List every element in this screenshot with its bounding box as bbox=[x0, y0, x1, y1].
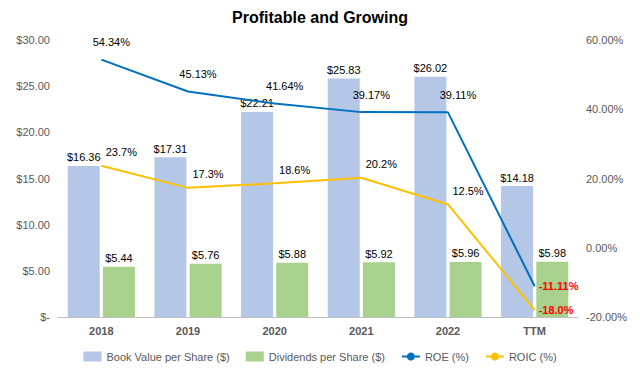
svg-text:$17.31: $17.31 bbox=[154, 143, 188, 155]
svg-text:$25.00: $25.00 bbox=[16, 80, 50, 92]
svg-text:40.00%: 40.00% bbox=[586, 103, 624, 115]
svg-text:23.7%: 23.7% bbox=[106, 146, 137, 158]
svg-text:$5.98: $5.98 bbox=[539, 247, 567, 259]
svg-text:-18.0%: -18.0% bbox=[539, 304, 574, 316]
svg-text:2018: 2018 bbox=[89, 325, 113, 337]
svg-text:TTM: TTM bbox=[523, 325, 546, 337]
svg-text:$5.00: $5.00 bbox=[22, 265, 50, 277]
svg-text:Profitable and Growing: Profitable and Growing bbox=[232, 9, 408, 26]
svg-text:ROE (%): ROE (%) bbox=[425, 351, 469, 363]
svg-text:20.2%: 20.2% bbox=[366, 158, 397, 170]
svg-text:$5.44: $5.44 bbox=[105, 252, 133, 264]
svg-text:Dividends per Share ($): Dividends per Share ($) bbox=[269, 351, 385, 363]
svg-text:$-: $- bbox=[40, 311, 50, 323]
svg-text:0.00%: 0.00% bbox=[586, 242, 617, 254]
svg-text:$25.83: $25.83 bbox=[327, 64, 361, 76]
svg-text:$26.02: $26.02 bbox=[414, 62, 448, 74]
svg-text:45.13%: 45.13% bbox=[179, 68, 217, 80]
svg-text:41.64%: 41.64% bbox=[266, 80, 304, 92]
svg-text:2021: 2021 bbox=[349, 325, 373, 337]
svg-text:39.11%: 39.11% bbox=[440, 89, 477, 101]
svg-text:54.34%: 54.34% bbox=[93, 36, 131, 48]
svg-text:$5.88: $5.88 bbox=[279, 248, 307, 260]
svg-text:-11.11%: -11.11% bbox=[539, 280, 579, 292]
svg-text:$5.76: $5.76 bbox=[192, 249, 220, 261]
svg-text:20.00%: 20.00% bbox=[586, 173, 624, 185]
svg-text:$20.00: $20.00 bbox=[16, 126, 50, 138]
svg-text:2019: 2019 bbox=[176, 325, 200, 337]
svg-text:17.3%: 17.3% bbox=[192, 168, 223, 180]
svg-text:$30.00: $30.00 bbox=[16, 34, 50, 46]
svg-text:$5.92: $5.92 bbox=[365, 248, 393, 260]
svg-text:$10.00: $10.00 bbox=[16, 219, 50, 231]
svg-text:$16.36: $16.36 bbox=[67, 151, 101, 163]
svg-text:18.6%: 18.6% bbox=[279, 164, 310, 176]
svg-text:$15.00: $15.00 bbox=[16, 173, 50, 185]
svg-text:$5.96: $5.96 bbox=[452, 247, 480, 259]
svg-text:$14.18: $14.18 bbox=[500, 172, 534, 184]
svg-text:60.00%: 60.00% bbox=[586, 34, 624, 46]
svg-text:Book Value per Share ($): Book Value per Share ($) bbox=[106, 351, 229, 363]
svg-text:$22.21: $22.21 bbox=[240, 97, 274, 110]
svg-text:2022: 2022 bbox=[436, 325, 460, 337]
svg-text:12.5%: 12.5% bbox=[452, 185, 483, 197]
svg-text:2020: 2020 bbox=[262, 325, 286, 337]
svg-text:-20.00%: -20.00% bbox=[586, 311, 627, 323]
svg-text:39.17%: 39.17% bbox=[353, 89, 391, 101]
svg-text:ROIC (%): ROIC (%) bbox=[509, 351, 557, 363]
